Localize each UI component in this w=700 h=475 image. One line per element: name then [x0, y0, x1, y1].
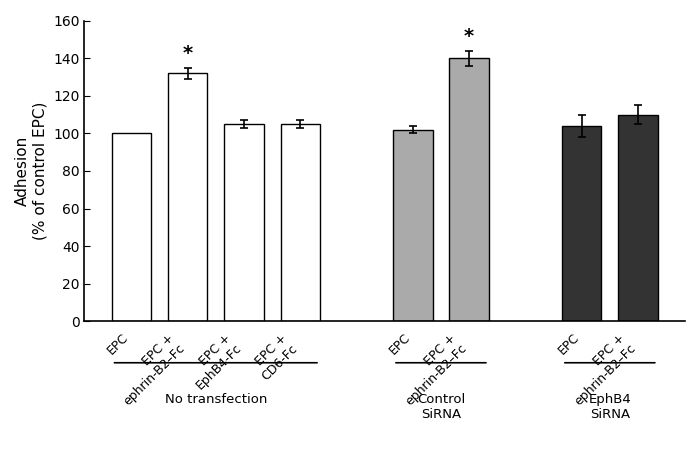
- Bar: [449, 58, 489, 322]
- Text: *: *: [464, 27, 474, 46]
- Text: No transfection: No transfection: [164, 393, 267, 406]
- Y-axis label: Adhesion
(% of control EPC): Adhesion (% of control EPC): [15, 102, 48, 240]
- Bar: [393, 130, 433, 322]
- Bar: [618, 114, 658, 322]
- Bar: [168, 73, 207, 322]
- Text: EphB4
SiRNA: EphB4 SiRNA: [589, 393, 631, 421]
- Bar: [281, 124, 320, 322]
- Text: Control
SiRNA: Control SiRNA: [416, 393, 465, 421]
- Bar: [224, 124, 264, 322]
- Bar: [111, 133, 151, 322]
- Bar: [562, 126, 601, 322]
- Text: *: *: [183, 44, 193, 63]
